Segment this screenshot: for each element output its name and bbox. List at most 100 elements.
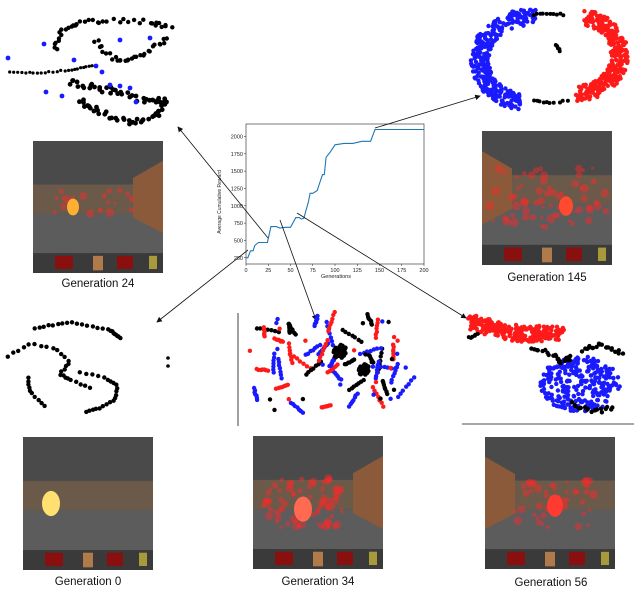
- embedding-point: [557, 395, 562, 400]
- attention-spot: [297, 488, 303, 494]
- attention-spot: [528, 488, 534, 494]
- game-frame-gen56: [485, 437, 615, 569]
- embedding-point: [502, 95, 507, 100]
- embedding-gen34: [247, 309, 417, 415]
- embedding-point: [548, 377, 553, 382]
- embedding-point: [107, 400, 113, 405]
- embedding-point: [499, 98, 505, 103]
- embedding-point: [507, 332, 513, 337]
- embedding-point: [605, 393, 610, 399]
- keys-panel: [139, 552, 147, 567]
- embedding-point: [476, 54, 482, 59]
- embedding-point: [324, 319, 329, 325]
- attention-spot: [265, 497, 272, 505]
- embedding-point: [286, 397, 291, 402]
- attention-spot: [583, 489, 590, 495]
- embedding-point: [323, 341, 328, 347]
- attention-spot: [574, 209, 578, 213]
- embedding-point: [515, 331, 521, 336]
- attention-spot: [541, 205, 545, 209]
- embedding-point: [621, 53, 627, 58]
- brick-wall: [353, 455, 383, 530]
- attention-spot: [521, 171, 527, 177]
- embedding-point: [528, 325, 533, 330]
- embedding-point: [56, 38, 61, 43]
- attention-spot: [317, 503, 324, 509]
- embedding-point: [5, 55, 11, 61]
- embedding-point: [64, 320, 70, 325]
- embedding-point: [365, 312, 370, 317]
- embedding-point: [509, 103, 515, 108]
- attention-spot: [324, 474, 333, 483]
- embedding-point: [357, 351, 363, 357]
- embedding-point: [595, 397, 600, 403]
- embedding-point: [125, 90, 131, 95]
- y-axis-label: Average Cumulative Reward: [217, 170, 223, 234]
- embedding-point: [62, 354, 67, 360]
- attention-spot: [97, 208, 103, 214]
- embedding-point: [469, 62, 474, 67]
- embedding-point: [542, 334, 547, 340]
- embedding-point: [78, 382, 83, 387]
- x-tick-label: 0: [244, 268, 247, 274]
- embedding-point: [559, 365, 565, 370]
- attention-spot: [575, 490, 580, 495]
- embedding-point: [276, 329, 281, 335]
- embedding-point: [527, 12, 533, 18]
- embedding-point: [514, 336, 519, 342]
- attention-spot: [285, 480, 294, 489]
- ammo-panel: [507, 551, 525, 566]
- embedding-point: [550, 398, 555, 403]
- embedding-point: [587, 343, 592, 349]
- embedding-point: [614, 74, 619, 79]
- embedding-point: [42, 403, 47, 409]
- embedding-point: [561, 404, 566, 410]
- attention-spot: [326, 502, 336, 511]
- ammo-panel: [504, 247, 522, 261]
- embedding-point: [293, 332, 298, 337]
- embedding-point: [476, 40, 481, 45]
- fireball: [294, 496, 312, 522]
- embedding-point: [43, 71, 47, 75]
- embedding-point: [114, 389, 119, 394]
- embedding-point: [602, 365, 608, 370]
- embedding-point: [75, 67, 79, 71]
- embedding-point: [389, 356, 395, 362]
- embedding-point: [111, 16, 117, 22]
- embedding-point: [474, 320, 480, 326]
- embedding-point: [70, 68, 74, 72]
- embedding-point: [573, 92, 579, 98]
- embedding-point: [606, 345, 611, 350]
- embedding-point: [558, 360, 563, 366]
- embedding-point: [620, 351, 626, 356]
- wall: [502, 175, 612, 205]
- embedding-point: [490, 328, 496, 333]
- attention-spot: [273, 509, 279, 515]
- label-gen0: Generation 0: [54, 576, 122, 588]
- embedding-point: [75, 84, 81, 89]
- attention-spot: [280, 500, 288, 508]
- embedding-point: [46, 323, 51, 328]
- embedding-point: [150, 21, 155, 26]
- embedding-point: [610, 61, 615, 66]
- embedding-point: [498, 84, 504, 89]
- label-gen34: Generation 34: [281, 576, 355, 588]
- attention-spot: [548, 203, 553, 208]
- embedding-point: [275, 316, 280, 322]
- embedding-point: [482, 34, 488, 39]
- embedding-point: [565, 402, 570, 407]
- embedding-point: [129, 93, 135, 98]
- embedding-point: [96, 373, 101, 379]
- embedding-point: [53, 40, 58, 46]
- embedding-point: [495, 320, 501, 325]
- attention-spot: [527, 171, 536, 179]
- embedding-point: [495, 333, 500, 338]
- embedding-point: [473, 69, 478, 74]
- attention-spot: [260, 502, 267, 509]
- embedding-point: [32, 326, 37, 331]
- embedding-point: [564, 390, 569, 395]
- embedding-point: [534, 11, 539, 16]
- embedding-point: [613, 349, 618, 354]
- embedding-point: [480, 62, 485, 67]
- attention-spot: [544, 489, 549, 494]
